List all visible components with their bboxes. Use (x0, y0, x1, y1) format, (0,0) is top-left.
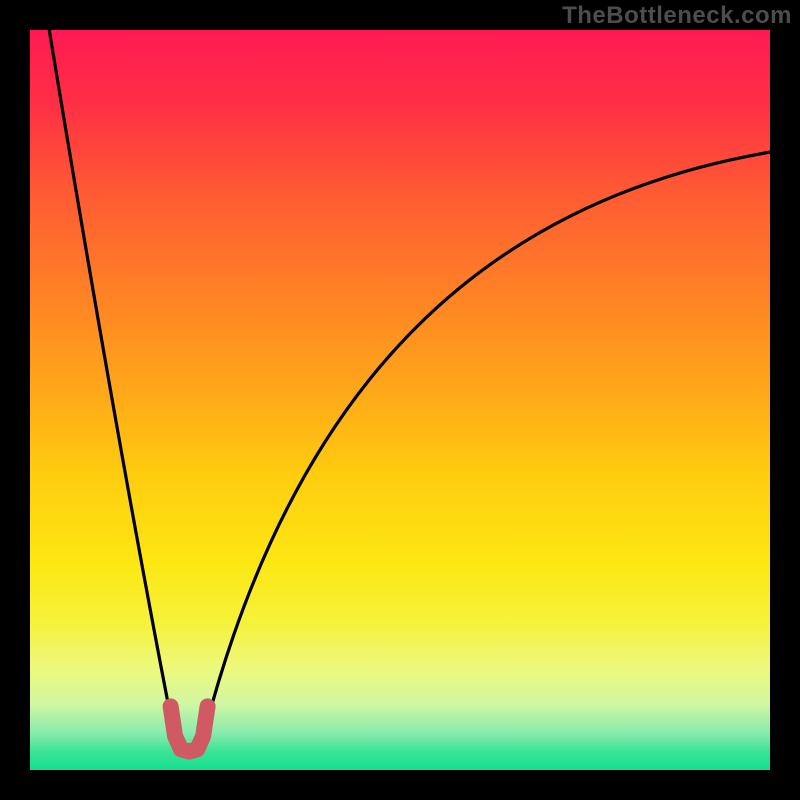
watermark-text: TheBottleneck.com (562, 2, 792, 30)
plot-area (30, 30, 770, 770)
chart-frame: TheBottleneck.com (0, 0, 800, 800)
